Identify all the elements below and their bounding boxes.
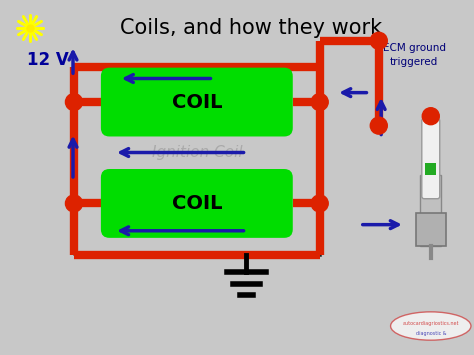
Text: autocardiagriostics.net: autocardiagriostics.net <box>402 321 459 326</box>
Circle shape <box>370 117 387 134</box>
Ellipse shape <box>391 312 471 340</box>
Bar <box>74 67 319 255</box>
FancyBboxPatch shape <box>101 169 293 238</box>
FancyBboxPatch shape <box>425 163 437 175</box>
Circle shape <box>422 108 439 125</box>
Circle shape <box>311 94 328 110</box>
FancyBboxPatch shape <box>101 68 293 136</box>
Text: Coils, and how they work: Coils, and how they work <box>120 17 382 38</box>
Circle shape <box>311 195 328 212</box>
Circle shape <box>65 94 82 110</box>
Text: diagnostic &: diagnostic & <box>416 331 446 335</box>
FancyBboxPatch shape <box>420 175 441 246</box>
Text: 12 V: 12 V <box>27 51 68 69</box>
Circle shape <box>65 195 82 212</box>
FancyBboxPatch shape <box>422 119 440 199</box>
Text: Ignition Coil: Ignition Coil <box>152 146 242 160</box>
Circle shape <box>370 32 387 49</box>
Text: COIL: COIL <box>172 194 222 213</box>
Text: ECM ground
triggered: ECM ground triggered <box>383 43 446 66</box>
FancyBboxPatch shape <box>416 213 446 246</box>
Text: COIL: COIL <box>172 93 222 111</box>
